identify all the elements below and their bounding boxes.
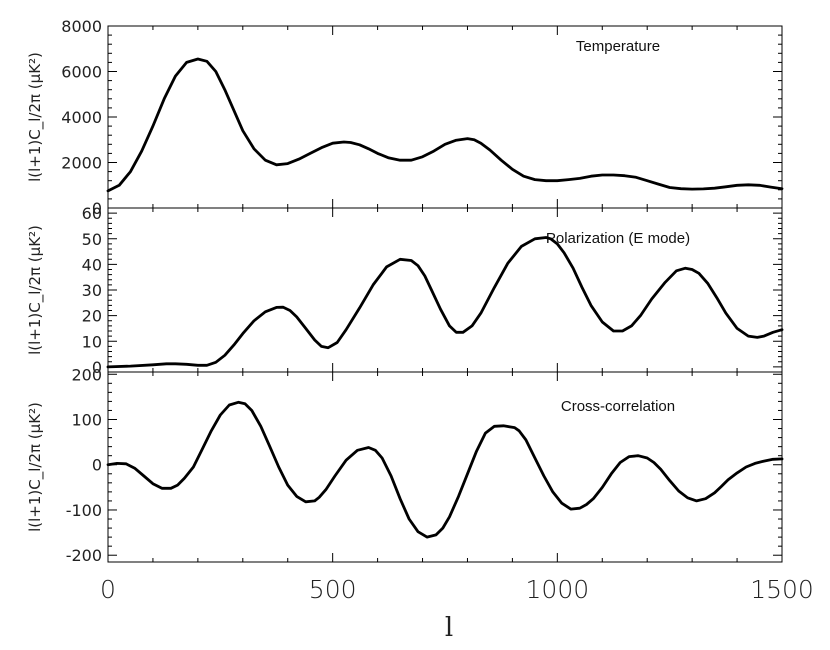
x-axis: 0 500 1000 1500 l [100, 575, 814, 643]
cross-correlation-ytick-label: -200 [66, 546, 102, 565]
cross-correlation-ytick-label: 200 [71, 365, 102, 384]
cross-correlation-ytick-label: 100 [71, 411, 102, 430]
temperature-ytick-label: 2000 [61, 154, 102, 173]
x-axis-label: l [445, 613, 453, 643]
polarization-title: Polarization (E mode) [546, 230, 690, 247]
cross-correlation-title: Cross-correlation [561, 398, 675, 415]
polarization-ytick-label: 30 [82, 281, 102, 300]
polarization-ytick-label: 60 [82, 204, 102, 223]
polarization-curve [106, 236, 784, 369]
temperature-curve [106, 57, 784, 193]
xtick-label: 1000 [526, 575, 590, 604]
cross-correlation-ytick-label: 0 [92, 456, 102, 475]
cross-correlation-plot-frame [107, 371, 783, 563]
polarization-ylabel: l(l+1)C_l/2π (μK²) [26, 225, 45, 355]
polarization-ytick-label: 50 [82, 230, 102, 249]
polarization-ytick-label: 10 [82, 332, 102, 351]
polarization-ytick-label: 0 [92, 358, 102, 377]
temperature-ytick-label: 0 [92, 199, 102, 218]
temperature-ytick-label: 6000 [61, 63, 102, 82]
temperature-ytick-label: 4000 [61, 108, 102, 127]
xtick-label: 500 [309, 575, 357, 604]
temperature-ytick-label: 8000 [61, 17, 102, 36]
polarization-ytick-label: 40 [82, 255, 102, 274]
cross-correlation-ylabel: l(l+1)C_l/2π (μK²) [26, 402, 45, 532]
temperature-ylabel: l(l+1)C_l/2π (μK²) [26, 52, 45, 182]
temperature-title: Temperature [576, 38, 660, 55]
cross-correlation-ytick-label: -100 [66, 501, 102, 520]
xtick-label: 0 [100, 575, 116, 604]
polarization-panel: 0 10 20 30 40 50 60 l(l+1)C_l/2π (μK²) Polarizat… [26, 204, 784, 377]
polarization-ytick-label: 20 [82, 307, 102, 326]
cross-correlation-panel: -200 -100 0 100 200 l(l+1)C_l/2π (μK²) Cross-c… [26, 365, 784, 565]
temperature-panel: 0 2000 4000 6000 8000 l(l+1)C_l/2π (μK²) Tempe… [26, 17, 784, 218]
temperature-plot-frame [107, 25, 783, 209]
xtick-label: 1500 [750, 575, 814, 604]
cross-correlation-curve [106, 400, 784, 539]
